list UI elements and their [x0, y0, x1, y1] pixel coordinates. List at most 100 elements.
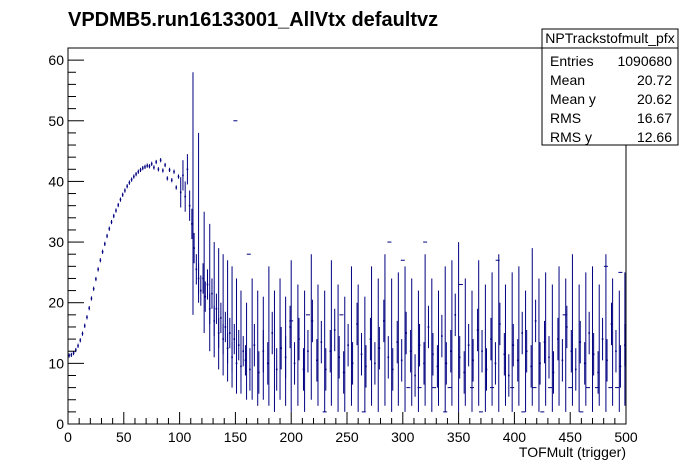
stats-box-title: NPTrackstofmult_pfx [545, 30, 674, 46]
data-point [213, 320, 215, 322]
data-point [324, 368, 327, 371]
data-point [432, 353, 434, 356]
data-point [193, 247, 195, 249]
data-point [360, 353, 363, 356]
data-point [235, 362, 238, 365]
stats-label-rms: RMS [550, 110, 581, 126]
data-point [574, 368, 577, 371]
x-axis-label: TOFMult (trigger) [519, 444, 626, 460]
data-point [117, 204, 120, 206]
data-point [508, 374, 510, 377]
data-point [427, 326, 430, 328]
data-point [262, 350, 265, 353]
data-point [141, 167, 144, 169]
data-point [619, 365, 622, 368]
data-point [378, 347, 381, 349]
data-point [188, 204, 191, 207]
data-point [186, 168, 189, 171]
data-point [128, 181, 131, 184]
data-point [414, 374, 416, 377]
x-tick-label: 100 [168, 429, 192, 445]
data-point [445, 362, 448, 365]
data-point [516, 359, 519, 362]
data-point [137, 170, 140, 173]
data-point [202, 277, 204, 280]
y-tick-label: 30 [48, 234, 64, 250]
data-point [95, 278, 97, 280]
data-point [266, 362, 269, 365]
data-point [307, 350, 309, 353]
data-point [130, 178, 133, 181]
data-point [200, 289, 202, 292]
data-point [173, 170, 175, 173]
data-point [463, 371, 465, 374]
data-point [112, 215, 115, 217]
data-point [400, 359, 403, 362]
x-tick-label: 50 [116, 429, 132, 445]
data-point [387, 356, 390, 359]
data-point [133, 175, 135, 178]
data-point [418, 344, 421, 346]
data-point [81, 332, 84, 335]
data-point [356, 323, 358, 325]
data-point [490, 338, 492, 340]
data-point [231, 356, 233, 359]
data-point [184, 195, 186, 198]
data-point [338, 356, 340, 359]
y-tick-label: 50 [48, 113, 64, 129]
x-tick-label: 300 [391, 429, 415, 445]
data-point [579, 341, 582, 343]
x-tick-label: 400 [503, 429, 527, 445]
data-point [106, 235, 108, 237]
data-point [365, 365, 367, 368]
data-point [583, 362, 586, 365]
data-point [72, 352, 75, 354]
data-point [139, 169, 142, 171]
data-point [369, 338, 372, 340]
data-point [284, 356, 287, 359]
data-point [347, 344, 349, 346]
data-point [615, 350, 617, 353]
data-point [566, 326, 568, 328]
data-point [543, 341, 546, 343]
x-tick-label: 350 [447, 429, 471, 445]
data-point [316, 359, 318, 362]
data-point [90, 297, 93, 300]
data-point [155, 161, 157, 163]
data-point [146, 164, 149, 167]
data-point [289, 326, 291, 328]
data-point [271, 332, 274, 334]
data-point [175, 186, 178, 189]
data-point [624, 344, 626, 346]
data-point [217, 332, 220, 334]
data-point [436, 365, 439, 368]
data-point [449, 350, 452, 353]
data-point [485, 368, 488, 371]
data-point [525, 350, 528, 353]
stats-value-entries: 1090680 [617, 53, 672, 69]
stats-label-rms-y: RMS y [550, 129, 592, 145]
data-point [548, 356, 550, 359]
data-point [121, 193, 124, 196]
data-point [224, 326, 227, 328]
data-point [168, 169, 171, 171]
data-point [108, 227, 111, 230]
y-tick-label: 20 [48, 295, 64, 311]
chart-title: VPDMB5.run16133001_AllVtx defaultvz [68, 9, 438, 31]
data-point [170, 179, 173, 182]
data-point [70, 354, 73, 356]
data-point [494, 362, 497, 365]
x-tick-label: 150 [224, 429, 248, 445]
data-point [206, 283, 209, 286]
data-point [280, 347, 282, 349]
data-point [240, 365, 242, 368]
data-point [597, 371, 599, 374]
data-point [88, 307, 91, 309]
plot-frame [67, 47, 627, 425]
data-point [159, 159, 162, 161]
data-point [298, 338, 300, 340]
data-point [242, 350, 245, 353]
data-point [588, 332, 590, 334]
stats-label-mean: Mean [550, 72, 585, 88]
data-point [166, 177, 169, 180]
